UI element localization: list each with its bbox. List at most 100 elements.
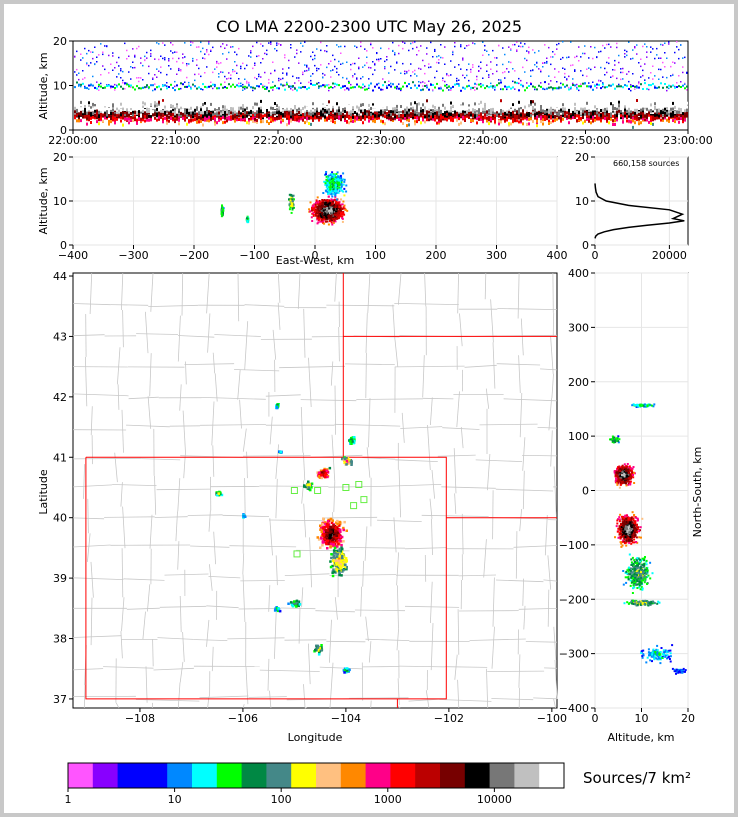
density-cell (148, 110, 150, 113)
density-cell (624, 53, 626, 55)
density-cell (98, 110, 100, 114)
density-cell (622, 78, 624, 80)
density-cell (334, 58, 336, 61)
density-cell (618, 85, 620, 88)
density-cell (496, 106, 498, 110)
density-cell (160, 71, 162, 74)
time-column (510, 48, 512, 126)
density-cell (550, 116, 552, 120)
density-cell (666, 107, 668, 110)
density-cell (402, 114, 404, 118)
density-cell (132, 61, 134, 63)
density-cell (678, 117, 680, 121)
density-cell (544, 88, 546, 91)
density-cell (314, 54, 316, 57)
density-cell (272, 81, 274, 83)
density-cell (286, 123, 288, 127)
density-cell (590, 85, 592, 88)
density-cell (328, 84, 330, 86)
density-cell (224, 105, 226, 109)
density-cell (362, 66, 364, 68)
density-cell (184, 111, 186, 115)
density-cell (406, 85, 408, 88)
density-cell (282, 118, 284, 122)
density-cell (274, 106, 276, 110)
density-cell (194, 114, 196, 118)
density-cell (650, 72, 652, 74)
density-cell (570, 64, 572, 67)
density-cell (408, 49, 410, 52)
density-cell (336, 110, 338, 114)
density-cell (172, 57, 174, 60)
density-cell (198, 111, 200, 115)
density-cell (442, 77, 444, 79)
time-column (478, 65, 480, 121)
density-cell (152, 107, 154, 111)
density-cell (326, 45, 328, 47)
density-cell (210, 85, 212, 88)
density-cell (330, 86, 332, 89)
x-tick-label: 22:30:00 (356, 134, 405, 147)
density-cell (114, 113, 116, 117)
density-cell (148, 87, 150, 90)
density-cell (684, 113, 686, 117)
density-cell (540, 108, 542, 112)
density-cell (220, 117, 222, 121)
density-cell (150, 53, 152, 55)
time-column (108, 54, 110, 126)
density-cell (334, 82, 336, 85)
density-cell (372, 61, 374, 63)
density-cell (448, 85, 450, 88)
density-cell (608, 62, 610, 65)
density-cell (516, 50, 518, 52)
density-cell (290, 111, 292, 115)
density-cell (348, 80, 350, 83)
density-cell (396, 109, 398, 113)
density-cell (398, 112, 400, 116)
density-cell (472, 108, 474, 112)
density-cell (506, 110, 508, 114)
density-cell (426, 105, 428, 109)
time-column (342, 62, 344, 119)
density-cell (236, 110, 238, 114)
density-cell (368, 84, 370, 87)
density-cell (420, 107, 422, 111)
density-cell (488, 115, 490, 119)
density-cell (298, 79, 300, 82)
density-cell (264, 107, 266, 111)
density-cell (524, 116, 526, 120)
density-cell (158, 100, 160, 104)
time-column (312, 51, 314, 122)
density-cell (422, 59, 424, 62)
density-cell (390, 113, 392, 117)
density-cell (386, 85, 388, 87)
density-cell (378, 114, 380, 118)
density-cell (428, 80, 430, 82)
density-cell (330, 118, 332, 122)
density-cell (624, 49, 626, 52)
density-cell (272, 111, 274, 115)
density-cell (490, 116, 492, 120)
density-cell (224, 108, 226, 112)
density-cell (474, 111, 476, 115)
density-cell (190, 113, 192, 117)
density-cell (594, 112, 596, 115)
density-cell (348, 104, 350, 108)
density-cell (348, 107, 350, 111)
density-cell (522, 85, 524, 88)
density-cell (432, 89, 434, 91)
density-cell (354, 111, 356, 114)
density-cell (676, 102, 678, 106)
density-cell (230, 104, 232, 108)
density-cell (244, 88, 246, 90)
density-cell (566, 111, 568, 115)
density-cell (332, 82, 334, 85)
density-cell (358, 118, 360, 121)
density-cell (446, 73, 448, 75)
time-column (496, 57, 498, 117)
density-cell (268, 42, 270, 44)
time-column (520, 42, 522, 124)
density-cell (634, 115, 636, 119)
density-cell (284, 56, 286, 59)
density-cell (258, 85, 260, 88)
